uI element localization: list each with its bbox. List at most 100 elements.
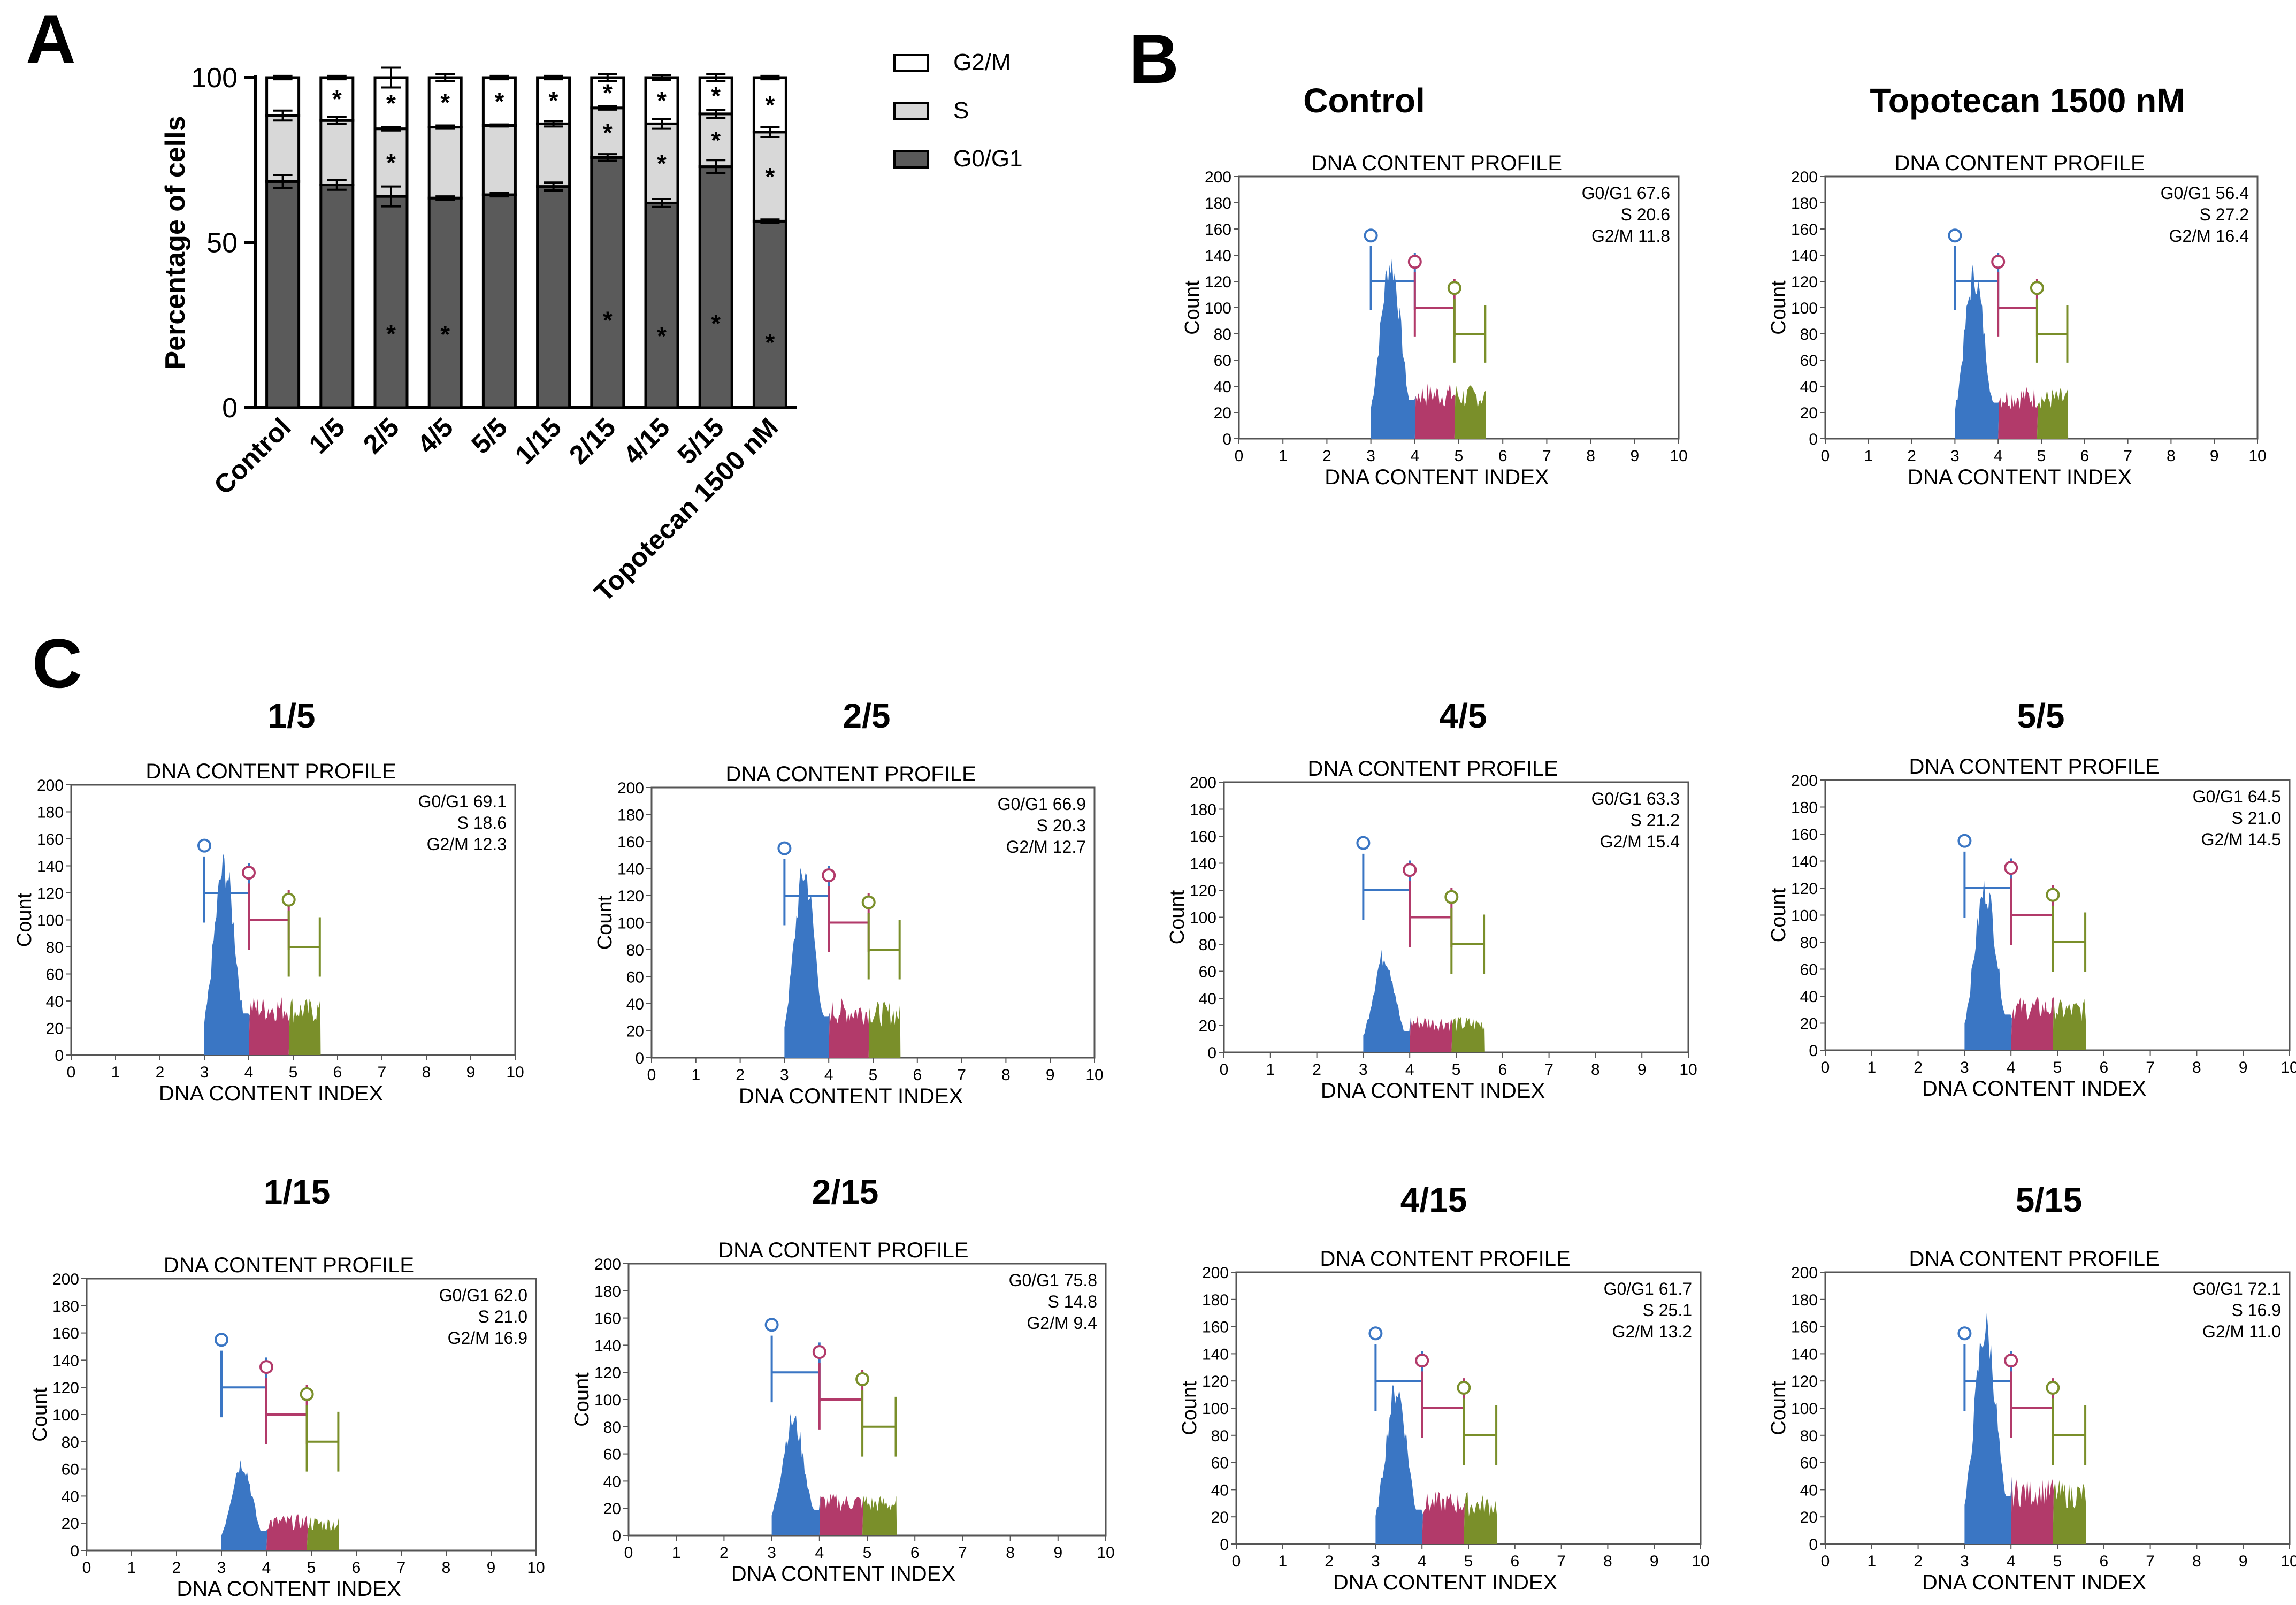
bar-g0g1-1 [319,184,355,409]
stat-value: 63.3 [1647,789,1680,808]
y-tick-label: 80 [1211,1427,1229,1445]
x-tick-label: 10 [1692,1553,1709,1570]
legend-swatch-2 [893,150,929,169]
gate-s-handle [1415,1354,1429,1368]
histogram-g2m-area [288,998,321,1055]
stat-value: 14.5 [2248,830,2281,849]
stat-readout: G2/M 14.5 [2201,830,2281,849]
y-tick-label: 120 [1791,1373,1818,1390]
x-tick-label: 6 [1498,1061,1507,1079]
x-tick-label: 9 [2239,1553,2248,1570]
x-tick-label: 7 [2146,1553,2155,1570]
x-tick-label: 1 [111,1064,120,1081]
x-tick-label: 2 [1914,1059,1923,1076]
gate-g0g1-handle [1368,1326,1383,1341]
stat-label: G0/G1 [2193,787,2243,806]
stat-label: G0/G1 [1582,184,1632,203]
y-tick-label: 200 [1202,1264,1229,1282]
gate-s-handle [1991,255,2006,269]
stat-value: 66.9 [1053,794,1086,814]
histogram-g2m-area [868,1000,901,1058]
stat-value: 62.0 [494,1286,527,1305]
stat-readout: G0/G1 69.1 [418,792,507,811]
x-tick-label: 0 [1235,447,1244,465]
y-tick-label: 160 [37,831,64,849]
x-tick-label: 3 [1960,1553,1969,1570]
x-tick-label: 1 [1864,447,1873,465]
x-tick-label: 5 [2037,447,2046,465]
significance-asterisk: * [765,91,775,119]
stat-space [1059,1271,1064,1290]
y-tick-label: 40 [46,993,64,1011]
y-tick-label: 60 [603,1446,621,1464]
x-tick-label: 5 [1455,447,1464,465]
bar-g0g1-8 [698,165,733,409]
gate-g2m-handle [2046,888,2060,902]
x-tick-label: 10 [2280,1059,2296,1076]
x-tick-label: 5 [289,1064,298,1081]
x-tick-label: 9 [487,1559,496,1577]
x-tick-label: 6 [333,1064,342,1081]
significance-asterisk: * [657,87,667,114]
gate-s-handle [822,868,836,883]
stat-label: G2/M [1591,226,1633,246]
y-tick-label: 160 [1791,221,1818,239]
stat-space [2243,830,2248,849]
x-tick-label: Control [208,412,296,500]
stat-space [1633,226,1638,246]
stat-label: G2/M [1027,1313,1068,1333]
x-axis-title: DNA CONTENT INDEX [1321,1079,1545,1103]
histogram-heading: 5/5 [2017,697,2065,735]
y-tick-label: 120 [1791,273,1818,291]
y-tick-label: 0 [1222,431,1231,448]
stat-readout: G2/M 11.0 [2202,1322,2281,1341]
y-tick-label: 100 [1190,910,1216,927]
stat-readout: G0/G1 66.9 [998,794,1086,814]
x-tick-label: 4 [1405,1061,1414,1079]
stat-value: 61.7 [1659,1279,1692,1298]
histogram-g0g1-area [1964,878,2012,1050]
stat-readout: G2/M 15.4 [1600,832,1680,851]
y-tick-label: 120 [1791,880,1818,898]
gate-g0g1-handle [764,1318,779,1332]
significance-asterisk: * [386,89,396,117]
significance-asterisk: * [440,320,450,348]
x-tick-label: 9 [1637,1061,1647,1079]
legend-swatch-1 [893,102,929,120]
x-tick-label: 6 [2099,1059,2108,1076]
stat-readout: S 18.6 [457,813,507,832]
y-tick-label: 160 [1791,826,1818,844]
y-tick-label: 180 [1791,195,1818,212]
stat-space [1632,184,1637,203]
y-tick-label: 180 [617,807,644,824]
histogram-g2m-area [2053,997,2086,1050]
histogram-heading: 2/15 [812,1173,879,1211]
y-tick-label: 160 [1791,1319,1818,1336]
stat-space [1642,832,1647,851]
x-axis-title: DNA CONTENT INDEX [1922,1571,2146,1594]
significance-asterisk: * [386,149,396,177]
stat-space [1654,1279,1659,1298]
stat-value: 72.1 [2248,1279,2281,1298]
stat-space [1048,816,1053,835]
x-tick-label: 9 [1053,1544,1062,1562]
x-tick-label: 4 [244,1064,254,1081]
x-tick-label: 7 [1542,447,1551,465]
x-tick-label: 8 [1603,1553,1612,1570]
stat-readout: G0/G1 56.4 [2161,184,2249,203]
stat-space [2243,1279,2248,1298]
histogram-g2m-area [1451,1016,1485,1052]
y-tick-label: 200 [1791,169,1818,186]
bar-g0g1-4 [481,193,517,409]
x-tick-label: 2 [1907,447,1916,465]
stat-readout: G2/M 11.8 [1591,226,1670,246]
gate-g0g1-handle [1957,1326,1972,1341]
y-tick-label: 0 [1207,1044,1216,1062]
stat-label: G2/M [2202,1322,2244,1341]
y-tick-label: 20 [603,1500,621,1518]
y-tick-label: 140 [617,861,644,878]
gate-g0g1-handle [1356,836,1371,850]
histogram-s-area [2011,997,2054,1050]
